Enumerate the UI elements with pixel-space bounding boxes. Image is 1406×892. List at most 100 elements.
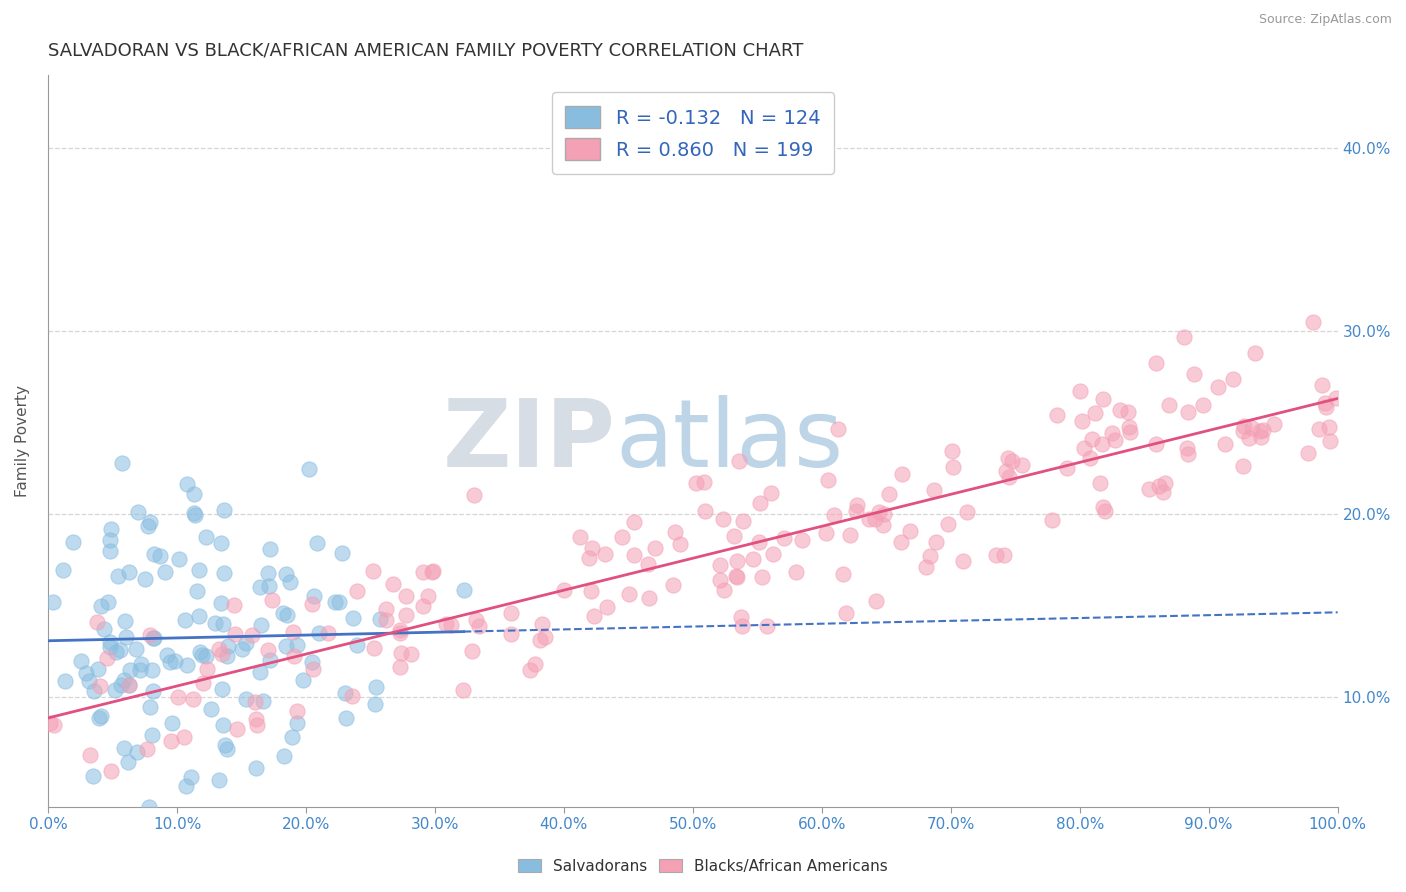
Point <box>420 565 443 579</box>
Point <box>1222 372 1244 386</box>
Point <box>1137 482 1160 496</box>
Point <box>914 559 936 574</box>
Point <box>1159 398 1181 412</box>
Point <box>346 583 368 598</box>
Point <box>278 575 301 590</box>
Point <box>845 504 868 518</box>
Point <box>212 503 235 517</box>
Point <box>623 515 645 529</box>
Point <box>865 512 887 526</box>
Point <box>1296 445 1319 459</box>
Point <box>181 691 204 706</box>
Point <box>997 469 1019 483</box>
Point <box>534 631 557 645</box>
Point <box>1302 315 1324 329</box>
Point <box>191 675 214 690</box>
Point <box>1175 441 1198 455</box>
Text: Source: ZipAtlas.com: Source: ZipAtlas.com <box>1258 13 1392 27</box>
Point <box>1263 417 1285 432</box>
Point <box>42 717 65 731</box>
Point <box>118 678 141 692</box>
Point <box>328 595 350 609</box>
Point <box>395 607 418 622</box>
Point <box>245 695 267 709</box>
Point <box>134 573 156 587</box>
Point <box>1308 422 1330 436</box>
Point <box>858 512 880 526</box>
Point <box>226 722 249 736</box>
Point <box>211 647 233 661</box>
Point <box>211 682 233 697</box>
Point <box>163 654 186 668</box>
Point <box>997 451 1019 466</box>
Point <box>399 647 422 661</box>
Point <box>98 544 121 558</box>
Point <box>831 566 853 581</box>
Point <box>259 653 281 667</box>
Point <box>112 740 135 755</box>
Point <box>412 599 434 614</box>
Point <box>62 534 84 549</box>
Point <box>142 631 165 645</box>
Point <box>90 599 112 613</box>
Point <box>440 618 463 632</box>
Point <box>301 662 323 676</box>
Point <box>281 625 304 640</box>
Point <box>323 595 346 609</box>
Point <box>388 625 411 640</box>
Point <box>283 649 305 664</box>
Point <box>709 558 731 573</box>
Point <box>112 673 135 688</box>
Point <box>143 547 166 561</box>
Point <box>98 634 121 648</box>
Point <box>1182 368 1205 382</box>
Point <box>1084 405 1107 419</box>
Point <box>224 627 246 641</box>
Point <box>86 615 108 629</box>
Point <box>519 663 541 677</box>
Point <box>87 711 110 725</box>
Point <box>1040 513 1063 527</box>
Point <box>596 599 619 614</box>
Point <box>118 677 141 691</box>
Point <box>723 529 745 543</box>
Point <box>52 563 75 577</box>
Point <box>637 557 659 571</box>
Point <box>1092 500 1115 515</box>
Point <box>762 547 785 561</box>
Point <box>1317 419 1340 434</box>
Point <box>422 564 444 578</box>
Point <box>86 662 108 676</box>
Point <box>82 769 104 783</box>
Point <box>333 686 356 700</box>
Point <box>664 524 686 539</box>
Point <box>209 596 232 610</box>
Point <box>593 547 616 561</box>
Point <box>1056 460 1078 475</box>
Point <box>212 718 235 732</box>
Legend: R = -0.132   N = 124, R = 0.860   N = 199: R = -0.132 N = 124, R = 0.860 N = 199 <box>551 92 834 174</box>
Point <box>104 645 127 659</box>
Point <box>363 564 385 578</box>
Point <box>434 617 457 632</box>
Point <box>231 642 253 657</box>
Point <box>83 683 105 698</box>
Point <box>464 613 486 627</box>
Point <box>375 613 398 627</box>
Point <box>307 536 329 550</box>
Point <box>259 541 281 556</box>
Point <box>1144 436 1167 450</box>
Point <box>748 496 770 510</box>
Point <box>395 589 418 603</box>
Point <box>252 694 274 708</box>
Point <box>995 464 1018 478</box>
Point <box>1241 421 1264 435</box>
Point <box>42 595 65 609</box>
Point <box>941 444 963 458</box>
Point <box>1118 420 1140 434</box>
Point <box>363 641 385 656</box>
Point <box>877 487 900 501</box>
Point <box>96 651 118 665</box>
Point <box>693 504 716 518</box>
Point <box>742 552 765 566</box>
